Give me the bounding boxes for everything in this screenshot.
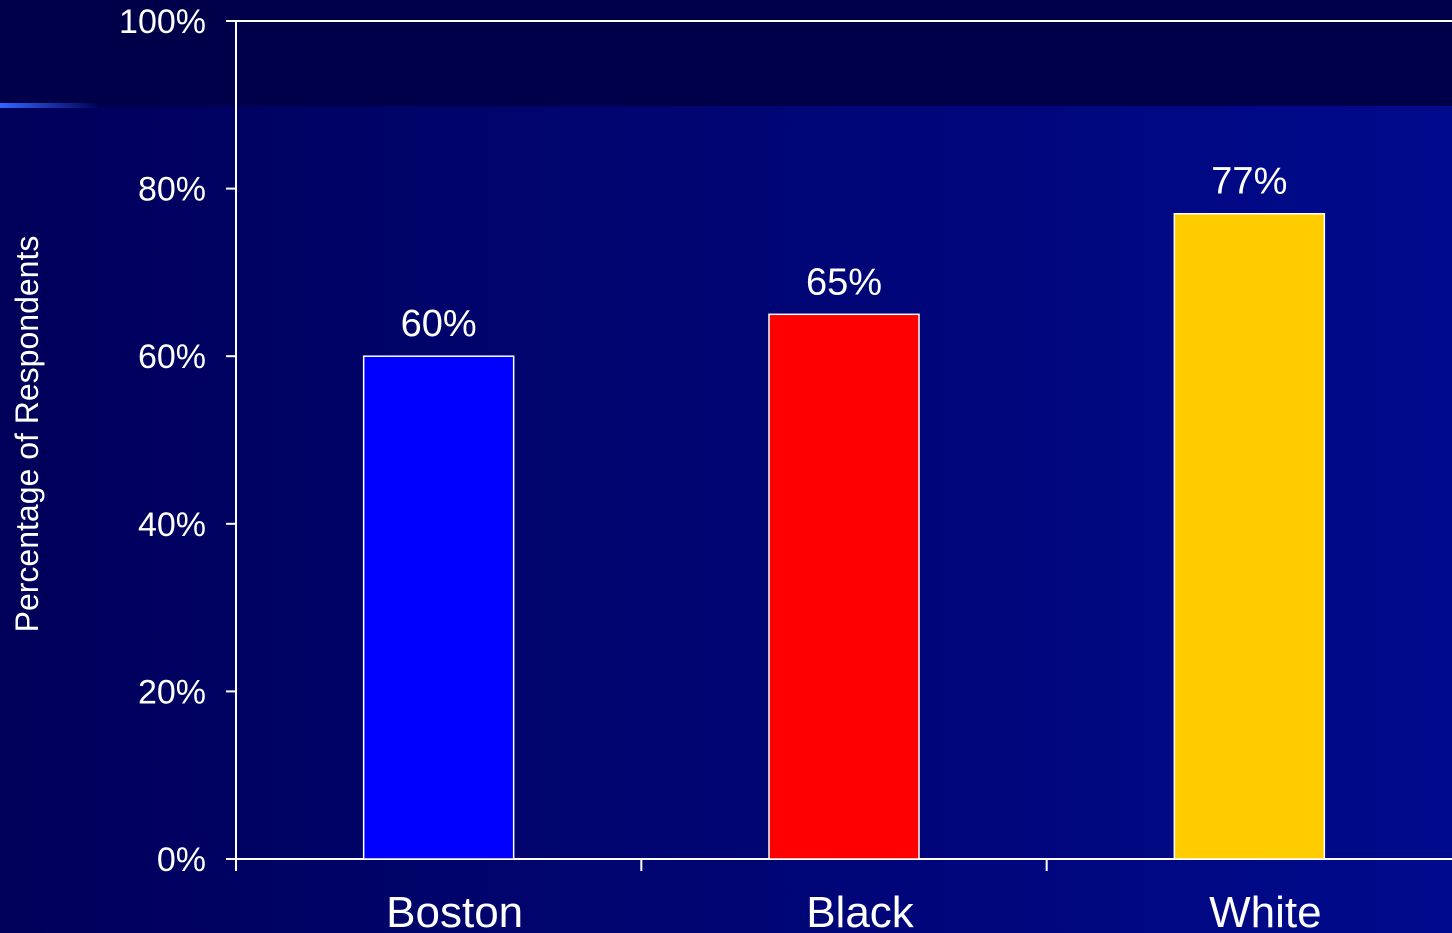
header-accent-line [0,103,100,108]
y-tick-label: 80% [138,171,206,209]
bar-boston [362,355,515,860]
category-label: White [1209,888,1321,933]
data-label: 65% [806,261,882,303]
y-tick-label: 20% [138,673,206,711]
y-tick-label: 40% [138,506,206,544]
data-label: 60% [401,303,477,345]
bar-black [768,313,920,860]
data-label: 77% [1211,161,1287,203]
y-tick-label: 100% [119,3,206,41]
bar-white [1173,212,1326,860]
y-tick-label: 0% [157,841,206,879]
bars [362,212,1326,860]
category-label: Boston [386,888,523,933]
header-band [0,0,1452,106]
y-axis-label: Percentage of Respondents [9,236,45,633]
category-label: Black [806,888,915,933]
y-tick-label: 60% [138,338,206,376]
labels: 0% 20% 40% 60% 80% 100% 60% Boston 65% Black 77% Wh… [119,3,1322,933]
